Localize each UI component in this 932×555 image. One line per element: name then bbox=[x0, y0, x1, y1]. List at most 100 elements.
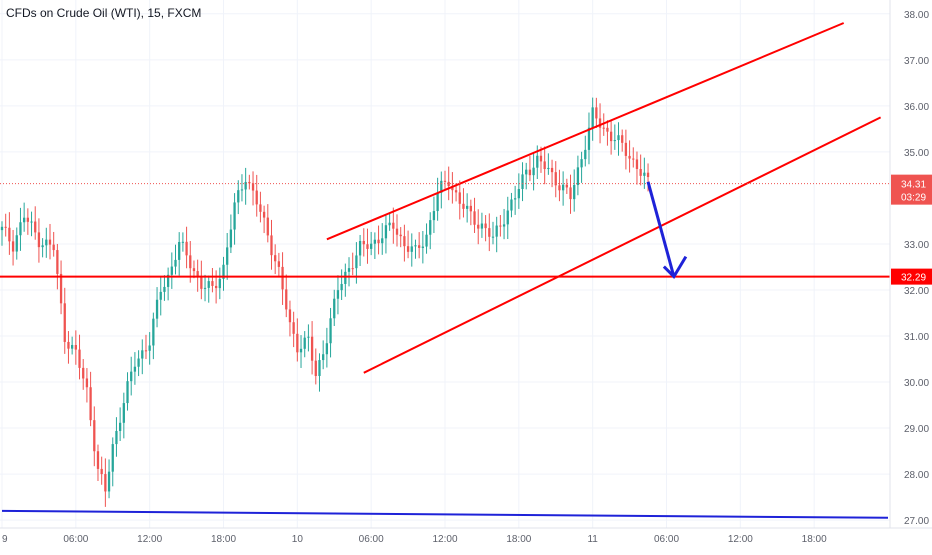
candle-up bbox=[425, 234, 428, 247]
candle-up bbox=[152, 318, 155, 346]
candle-up bbox=[587, 127, 591, 150]
candle-down bbox=[85, 378, 89, 388]
candle-up bbox=[299, 348, 303, 353]
candle-up bbox=[536, 155, 539, 168]
candle-down bbox=[89, 387, 92, 421]
time-axis[interactable]: 9 06:00 12:00 18:00 10 06:00 12:00 18:00 11 06:00… bbox=[2, 534, 827, 545]
candle-down bbox=[48, 239, 52, 245]
candle-up bbox=[170, 266, 173, 275]
candle-up bbox=[130, 371, 133, 382]
candle-down bbox=[499, 225, 502, 227]
candle-up bbox=[347, 268, 351, 272]
candle-down bbox=[473, 211, 476, 225]
grid bbox=[0, 0, 890, 528]
candle-down bbox=[406, 246, 410, 252]
candle-down bbox=[602, 127, 605, 129]
candle-down bbox=[281, 266, 284, 290]
candle-down bbox=[26, 217, 29, 222]
candle-up bbox=[414, 245, 417, 247]
candle-up bbox=[207, 281, 210, 288]
candle-up bbox=[222, 264, 225, 279]
time-tick-label: 10 bbox=[292, 534, 304, 545]
candle-down bbox=[189, 255, 192, 269]
candle-down bbox=[609, 131, 613, 142]
candle-up bbox=[203, 287, 207, 289]
candle-up bbox=[429, 220, 432, 235]
candle-down bbox=[635, 159, 639, 169]
candle-down bbox=[462, 203, 465, 209]
candle-down bbox=[484, 223, 487, 229]
price-axis[interactable]: 38.00 37.00 36.00 35.00 33.00 32.00 31.00 30.00… bbox=[904, 10, 929, 527]
candle-down bbox=[255, 190, 258, 205]
price-tick-label: 38.00 bbox=[904, 10, 929, 21]
candle-down bbox=[11, 241, 15, 252]
candle-down bbox=[59, 273, 63, 304]
candle-up bbox=[388, 222, 391, 226]
time-tick-label: 12:00 bbox=[137, 534, 162, 545]
projection-arrow-shaft bbox=[646, 181, 676, 278]
candle-down bbox=[34, 221, 37, 233]
candle-down bbox=[285, 289, 288, 310]
candle-down bbox=[314, 360, 317, 376]
candle-up bbox=[547, 167, 550, 170]
candle-down bbox=[554, 172, 557, 186]
candle-up bbox=[70, 345, 74, 349]
symbol-title: CFDs on Crude Oil (WTI), 15, FXCM bbox=[6, 6, 202, 20]
candle-up bbox=[421, 246, 424, 248]
candle-down bbox=[528, 169, 532, 176]
price-tick-label: 33.00 bbox=[904, 240, 929, 251]
candle-down bbox=[632, 158, 635, 160]
candle-up bbox=[510, 199, 513, 211]
price-tick-label: 28.00 bbox=[904, 470, 929, 481]
candle-down bbox=[259, 204, 262, 212]
time-tick-label: 11 bbox=[587, 534, 598, 545]
candle-down bbox=[565, 184, 568, 188]
candle-up bbox=[381, 238, 384, 244]
candle-up bbox=[122, 403, 125, 423]
candle-up bbox=[111, 444, 114, 472]
candle-down bbox=[458, 192, 461, 204]
candle-up bbox=[617, 135, 620, 141]
candle-up bbox=[329, 318, 332, 344]
time-tick-label: 06:00 bbox=[359, 534, 384, 545]
candle-down bbox=[392, 222, 395, 229]
support-level-label: 32.29 bbox=[901, 273, 926, 284]
candle-down bbox=[67, 341, 70, 349]
candle-up bbox=[178, 241, 181, 260]
candle-down bbox=[595, 107, 598, 119]
candle-down bbox=[288, 309, 292, 323]
candle-down bbox=[639, 168, 642, 176]
candle-down bbox=[624, 142, 628, 156]
candle-up bbox=[532, 167, 535, 176]
last-price-label: 34.31 bbox=[901, 180, 926, 191]
candle-down bbox=[4, 226, 7, 228]
time-tick-label: 18:00 bbox=[506, 534, 531, 545]
candle-up bbox=[506, 210, 509, 225]
candle-up bbox=[576, 167, 580, 186]
candle-down bbox=[296, 333, 299, 353]
candle-up bbox=[580, 159, 583, 168]
candle-down bbox=[214, 285, 218, 289]
candle-up bbox=[244, 181, 247, 190]
support-level-badge bbox=[891, 268, 932, 285]
candle-up bbox=[126, 381, 129, 404]
candle-up bbox=[325, 343, 329, 355]
candle-up bbox=[23, 217, 26, 223]
candle-down bbox=[251, 183, 255, 191]
candle-down bbox=[598, 118, 602, 128]
candle-up bbox=[466, 205, 469, 209]
candle-up bbox=[358, 240, 362, 256]
candle-up bbox=[573, 185, 576, 200]
price-tick-label: 29.00 bbox=[904, 424, 929, 435]
price-tick-label: 37.00 bbox=[904, 56, 929, 67]
candle-down bbox=[185, 241, 188, 256]
candle-up bbox=[163, 286, 166, 292]
candle-down bbox=[266, 217, 269, 236]
candle-down bbox=[144, 350, 148, 352]
candle-up bbox=[591, 107, 594, 128]
candle-up bbox=[333, 298, 336, 319]
candle-down bbox=[628, 155, 631, 159]
candle-down bbox=[100, 468, 103, 475]
candle-down bbox=[443, 180, 447, 182]
